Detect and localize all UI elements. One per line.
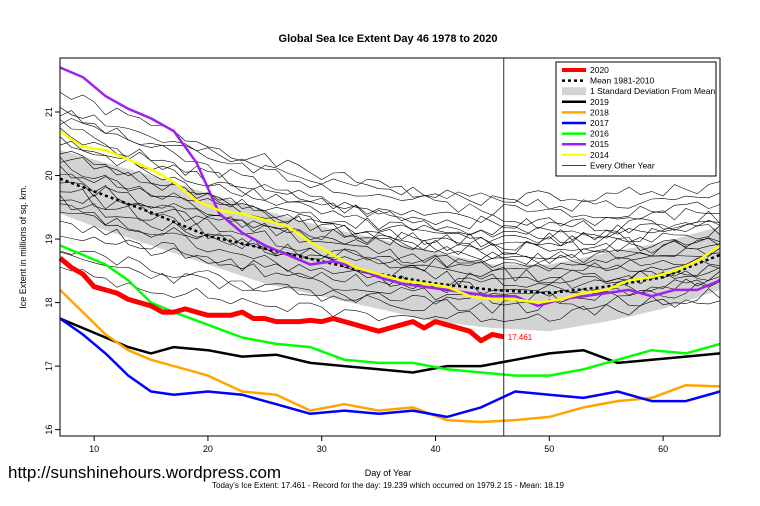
current-value-label: 17.461 xyxy=(508,333,533,342)
watermark-url: http://sunshinehours.wordpress.com xyxy=(8,463,281,482)
y-tick-label: 16 xyxy=(44,425,54,435)
background-year-line xyxy=(59,110,721,243)
background-year-line xyxy=(59,173,721,283)
legend-label: 1 Standard Deviation From Mean xyxy=(590,86,715,96)
legend-label: 2016 xyxy=(590,129,609,139)
legend-label: 2018 xyxy=(590,107,609,117)
background-year-line xyxy=(59,235,721,288)
legend-label: Mean 1981-2010 xyxy=(590,76,655,86)
background-year-line xyxy=(59,140,721,227)
background-year-line xyxy=(59,194,721,272)
footer-summary: Today's Ice Extent: 17.461 - Record for … xyxy=(212,481,565,490)
legend-swatch xyxy=(562,87,586,96)
series-line-2019 xyxy=(59,317,721,374)
std-band-layer xyxy=(60,150,720,332)
x-axis: 10 20 30 40 50 60 xyxy=(89,436,668,454)
series-line-2014 xyxy=(59,130,721,304)
background-year-line xyxy=(59,250,721,314)
legend-label: 2015 xyxy=(590,139,609,149)
x-tick-label: 30 xyxy=(317,444,327,454)
background-year-line xyxy=(59,165,721,248)
legend-label: 2019 xyxy=(590,97,609,107)
background-year-line xyxy=(59,194,721,246)
y-tick-label: 20 xyxy=(44,171,54,181)
legend-label: Every Other Year xyxy=(590,160,655,170)
x-tick-label: 50 xyxy=(544,444,554,454)
chart-title: Global Sea Ice Extent Day 46 1978 to 202… xyxy=(279,33,498,45)
plot-frame xyxy=(59,57,721,437)
x-tick-label: 20 xyxy=(203,444,213,454)
std-band xyxy=(60,150,720,332)
x-tick-label: 40 xyxy=(431,444,441,454)
y-tick-label: 21 xyxy=(44,107,54,117)
series-line-2017 xyxy=(59,317,721,419)
background-year-line xyxy=(59,118,721,203)
series-line-2020 xyxy=(58,256,505,344)
y-tick-label: 17 xyxy=(44,361,54,371)
background-year-line xyxy=(59,119,721,254)
y-axis: 16 17 18 19 20 21 xyxy=(44,107,60,435)
background-year-line xyxy=(59,266,721,323)
x-tick-label: 10 xyxy=(89,444,99,454)
background-year-line xyxy=(59,127,721,232)
plot-area xyxy=(58,58,721,436)
background-year-line xyxy=(59,156,721,273)
series-line-2015 xyxy=(59,66,721,308)
series-line-2016 xyxy=(59,244,721,377)
legend-label: 2014 xyxy=(590,150,609,160)
background-year-line xyxy=(59,157,721,239)
x-axis-label: Day of Year xyxy=(365,468,412,478)
series-layer xyxy=(58,66,721,424)
x-tick-label: 60 xyxy=(658,444,668,454)
background-year-line xyxy=(59,212,721,265)
background-year-line xyxy=(59,136,721,266)
y-tick-label: 18 xyxy=(44,298,54,308)
background-year-line xyxy=(59,181,721,255)
series-line-2018 xyxy=(59,289,721,424)
legend-label: 2020 xyxy=(590,65,609,75)
y-axis-label: Ice Extent in millions of sq. km. xyxy=(18,185,28,309)
legend-label: 2017 xyxy=(590,118,609,128)
y-tick-label: 19 xyxy=(44,234,54,244)
series-line-mean-1981-2010 xyxy=(59,177,721,295)
every-other-year-layer xyxy=(59,92,721,323)
